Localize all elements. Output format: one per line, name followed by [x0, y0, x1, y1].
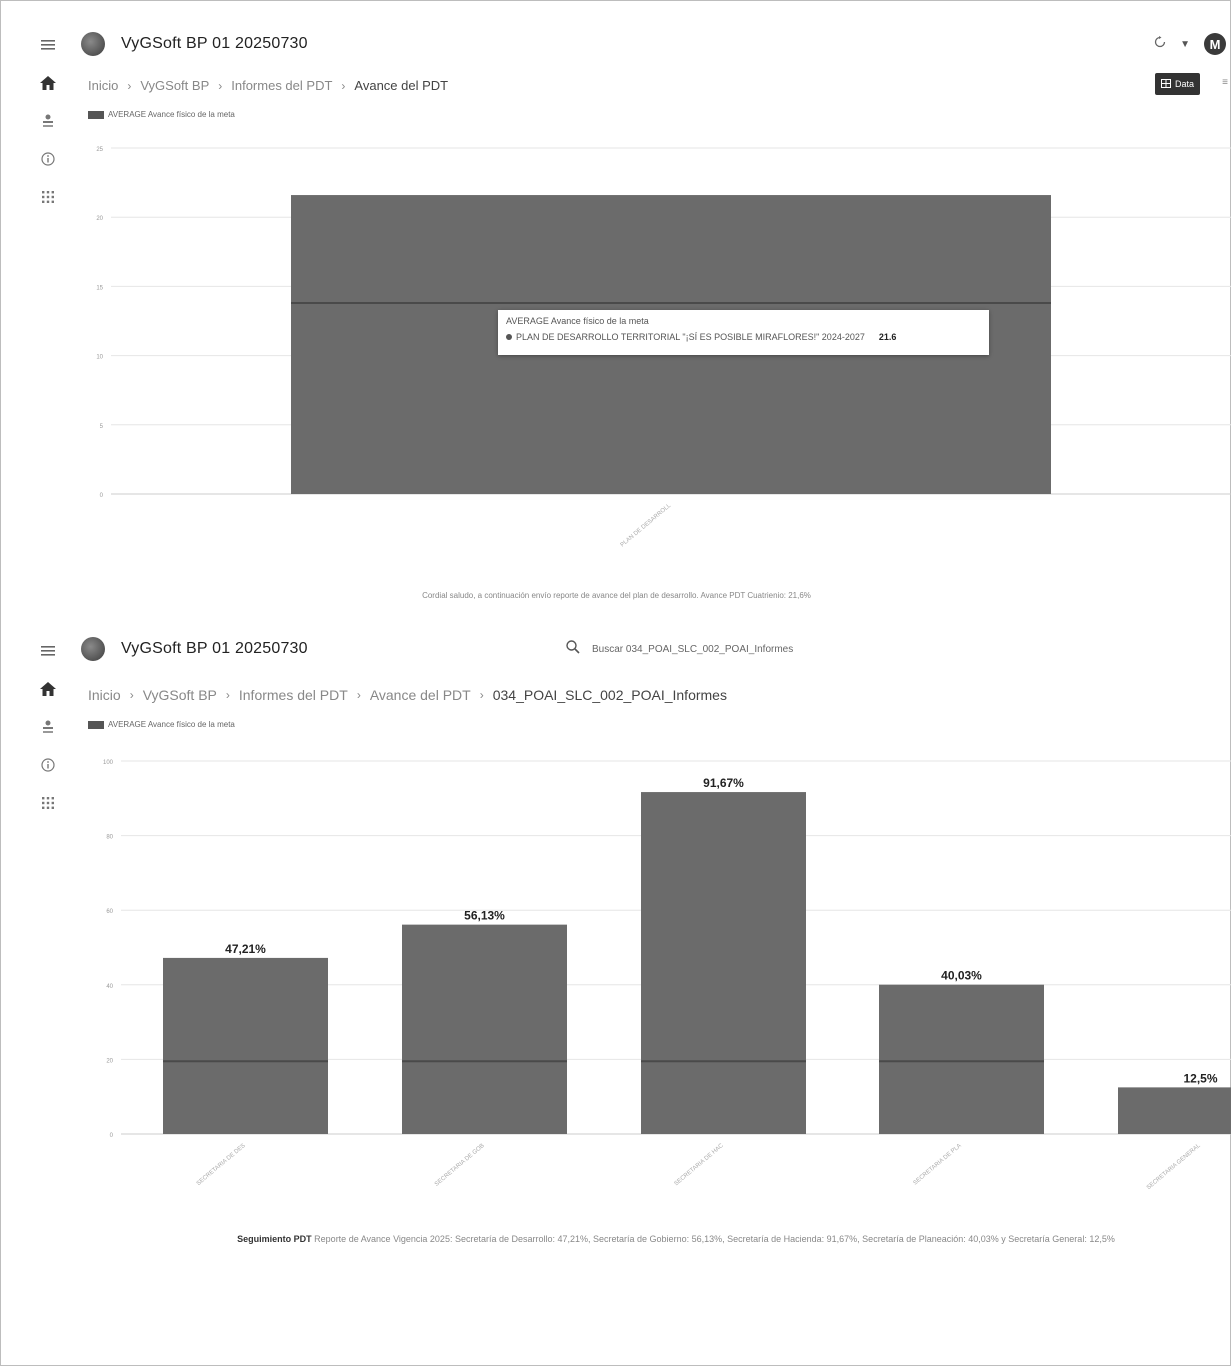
data-button[interactable]: Data: [1154, 73, 1200, 95]
home-icon[interactable]: [38, 73, 58, 93]
breadcrumb-avance[interactable]: Avance del PDT: [369, 687, 471, 703]
chevron-right-icon: ›: [356, 688, 361, 702]
legend-swatch: [88, 720, 104, 729]
bar: [879, 984, 1044, 1134]
y-tick-label: 25: [96, 147, 103, 153]
data-label: 47,21%: [225, 942, 266, 956]
search-icon: [566, 639, 580, 659]
y-tick-label: 80: [106, 835, 113, 841]
breadcrumb-informes[interactable]: Informes del PDT: [238, 687, 348, 703]
chevron-right-icon: ›: [218, 78, 223, 93]
tooltip-title: AVERAGE Avance físico de la meta: [506, 316, 649, 326]
breadcrumb-vygsoft[interactable]: VyGSoft BP: [140, 78, 210, 93]
legend-swatch: [88, 110, 104, 119]
chevron-right-icon: ›: [129, 688, 134, 702]
menu-icon[interactable]: [38, 35, 58, 55]
apps-grid-icon[interactable]: [38, 793, 58, 813]
caption-text: Reporte de Avance Vigencia 2025: Secreta…: [311, 1234, 1115, 1244]
table-icon: [1160, 78, 1171, 90]
refresh-icon[interactable]: [1154, 35, 1166, 53]
x-tick-label: SECRETARIA DE DES: [196, 1143, 247, 1187]
x-tick-label: SECRETARIA GENERAL: [1146, 1143, 1202, 1192]
y-tick-label: 10: [96, 355, 103, 361]
app-logo: [81, 637, 105, 661]
data-label: 12,5%: [1183, 1071, 1217, 1085]
chevron-right-icon: ›: [225, 688, 230, 702]
data-button-label: Data: [1174, 79, 1194, 89]
top-bar-1: VyGSoft BP 01 20250730 ▼ M: [81, 27, 1230, 61]
side-rail-2: [37, 641, 59, 831]
breadcrumb-avance[interactable]: Avance del PDT: [354, 78, 449, 93]
caption-2: Seguimiento PDT Reporte de Avance Vigenc…: [161, 1232, 1191, 1247]
breadcrumb: Inicio › VyGSoft BP › Informes del PDT ›…: [88, 78, 448, 93]
dashboard-icon[interactable]: [38, 717, 58, 737]
y-tick-label: 5: [100, 424, 104, 430]
breadcrumb-informes[interactable]: Informes del PDT: [231, 78, 333, 93]
breadcrumb-inicio[interactable]: Inicio: [88, 78, 119, 93]
data-label: 56,13%: [464, 909, 505, 923]
y-tick-label: 40: [106, 984, 113, 990]
bar: [1118, 1087, 1231, 1134]
chart-legend-1[interactable]: AVERAGE Avance físico de la meta: [88, 110, 235, 119]
y-tick-label: 20: [106, 1058, 113, 1064]
caption-title: Seguimiento PDT: [237, 1234, 312, 1244]
top-bar-2: VyGSoft BP 01 20250730: [81, 632, 1230, 666]
y-tick-label: 0: [100, 493, 104, 499]
bar: [641, 792, 806, 1134]
chevron-right-icon: ›: [127, 78, 132, 93]
chevron-right-icon: ›: [341, 78, 346, 93]
data-label: 91,67%: [703, 776, 744, 790]
chevron-down-icon[interactable]: ▼: [1180, 38, 1190, 50]
y-tick-label: 100: [103, 760, 114, 766]
breadcrumb-inicio[interactable]: Inicio: [88, 687, 121, 703]
bar: [163, 957, 328, 1134]
y-tick-label: 15: [96, 285, 103, 291]
chart-tooltip: AVERAGE Avance físico de la meta PLAN DE…: [498, 310, 989, 355]
breadcrumb-vygsoft[interactable]: VyGSoft BP: [142, 687, 217, 703]
x-tick-label: SECRETARIA DE HAC: [674, 1143, 726, 1188]
info-icon[interactable]: [38, 755, 58, 775]
x-tick-label: SECRETARIA DE GOB: [434, 1143, 486, 1188]
caption-1: Cordial saludo, a continuación envío rep…: [422, 591, 811, 600]
search-input[interactable]: Buscar 034_POAI_SLC_002_POAI_Informes: [592, 643, 794, 655]
bar: [402, 924, 567, 1134]
tooltip-series: PLAN DE DESARROLLO TERRITORIAL "¡SÍ ES P…: [516, 332, 865, 342]
breadcrumb-current[interactable]: 034_POAI_SLC_002_POAI_Informes: [492, 687, 727, 703]
y-tick-label: 60: [106, 909, 113, 915]
menu-icon[interactable]: [38, 641, 58, 661]
home-icon[interactable]: [38, 679, 58, 699]
dashboard-icon[interactable]: [38, 111, 58, 131]
search-bar[interactable]: Buscar 034_POAI_SLC_002_POAI_Informes: [566, 632, 793, 666]
app-title: VyGSoft BP 01 20250730: [121, 640, 308, 657]
y-tick-label: 0: [110, 1133, 114, 1139]
tooltip-value: 21.6: [878, 332, 897, 342]
avatar[interactable]: M: [1204, 33, 1226, 55]
chart-legend-2[interactable]: AVERAGE Avance físico de la meta: [88, 720, 235, 729]
app-title: VyGSoft BP 01 20250730: [121, 35, 308, 52]
x-tick-label: SECRETARIA DE PLA: [913, 1143, 963, 1187]
legend-label: AVERAGE Avance físico de la meta: [108, 720, 235, 729]
filter-icon[interactable]: ≡: [1222, 77, 1228, 88]
data-label: 40,03%: [941, 969, 982, 983]
legend-label: AVERAGE Avance físico de la meta: [108, 110, 235, 119]
app-logo: [81, 32, 105, 56]
info-icon[interactable]: [38, 149, 58, 169]
apps-grid-icon[interactable]: [38, 187, 58, 207]
side-rail-1: [37, 35, 59, 225]
y-tick-label: 20: [96, 216, 103, 222]
chevron-right-icon: ›: [479, 688, 484, 702]
breadcrumb: Inicio › VyGSoft BP › Informes del PDT ›…: [88, 687, 727, 703]
tooltip-dot-icon: [506, 334, 512, 340]
